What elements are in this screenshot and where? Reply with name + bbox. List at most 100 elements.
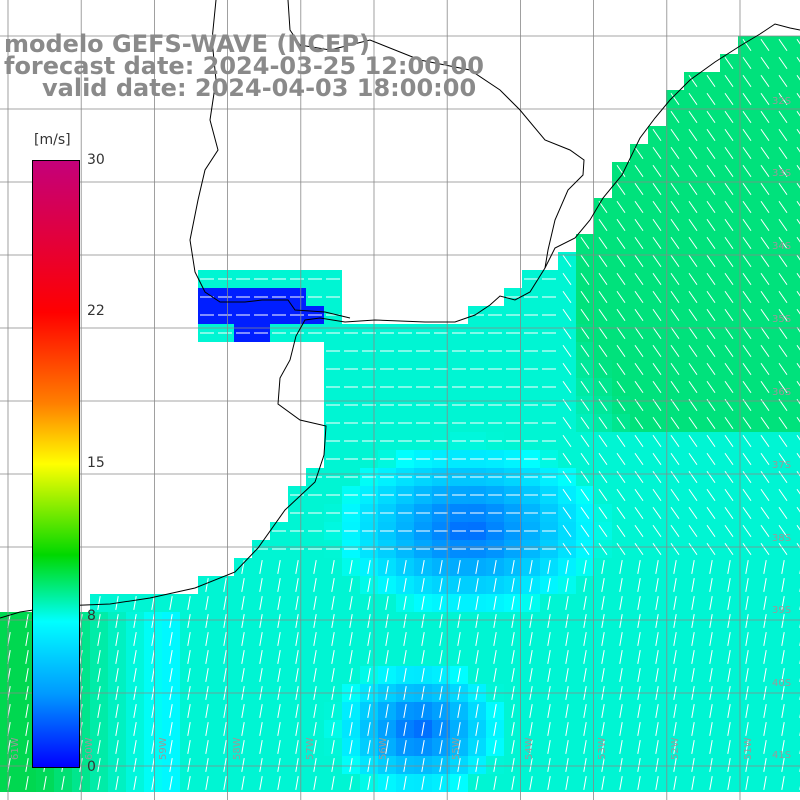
wind-cell <box>792 270 800 288</box>
wind-arrow <box>778 470 788 484</box>
wind-arrow <box>688 182 698 196</box>
wind-arrow <box>724 416 734 430</box>
wind-arrow <box>796 56 800 63</box>
wind-arrow <box>295 650 299 664</box>
wind-arrow <box>367 632 371 646</box>
wind-arrow <box>439 722 443 736</box>
wind-cell <box>792 162 800 180</box>
wind-arrow <box>727 668 731 682</box>
wind-arrow <box>670 200 680 214</box>
wind-arrow <box>331 650 335 664</box>
wind-arrow <box>688 146 698 160</box>
wind-arrow <box>763 776 767 790</box>
wind-arrow <box>457 776 461 790</box>
wind-arrow <box>706 200 716 214</box>
wind-arrow <box>796 218 800 225</box>
wind-arrow <box>670 344 680 358</box>
wind-cell <box>792 666 800 684</box>
wind-arrow <box>583 614 587 628</box>
wind-arrow <box>742 380 752 394</box>
wind-arrow <box>97 614 101 628</box>
wind-arrow <box>403 596 407 610</box>
wind-arrow <box>529 722 533 736</box>
wind-arrow <box>601 758 605 772</box>
wind-arrow <box>169 704 173 718</box>
lon-label: 53W <box>597 737 608 760</box>
wind-arrow <box>493 758 497 772</box>
wind-arrow <box>796 416 800 423</box>
wind-arrow <box>727 560 731 574</box>
wind-arrow <box>727 776 731 790</box>
wind-arrow <box>637 578 641 592</box>
wind-arrow <box>115 632 119 646</box>
wind-arrow <box>277 704 281 718</box>
wind-arrow <box>760 308 770 322</box>
wind-arrow <box>205 704 209 718</box>
wind-arrow <box>706 326 716 340</box>
wind-arrow <box>616 362 626 376</box>
wind-arrow <box>565 596 569 610</box>
wind-arrow <box>778 128 788 142</box>
wind-arrow <box>670 236 680 250</box>
wind-cell <box>792 72 800 90</box>
wind-arrow <box>673 560 677 574</box>
wind-arrow <box>688 470 698 484</box>
wind-arrow <box>706 182 716 196</box>
wind-arrow <box>529 740 533 754</box>
wind-arrow <box>529 560 533 574</box>
wind-arrow <box>421 704 425 718</box>
wind-arrow <box>313 704 317 718</box>
wind-arrow <box>796 164 800 171</box>
wind-arrow <box>133 704 137 718</box>
wind-arrow <box>133 632 137 646</box>
wind-arrow <box>619 578 623 592</box>
wind-arrow <box>313 758 317 772</box>
wind-arrow <box>583 722 587 736</box>
lat-label: 36S <box>772 387 792 398</box>
wind-arrow <box>763 758 767 772</box>
wind-arrow <box>529 776 533 790</box>
wind-arrow <box>706 110 716 124</box>
wind-cell <box>792 558 800 576</box>
wind-arrow <box>133 758 137 772</box>
wind-arrow <box>367 740 371 754</box>
wind-arrow <box>634 524 644 538</box>
colorbar-tick-22: 22 <box>87 303 105 319</box>
wind-arrow <box>583 740 587 754</box>
wind-arrow <box>349 650 353 664</box>
wind-arrow <box>511 740 515 754</box>
wind-arrow <box>781 560 785 574</box>
wind-arrow <box>688 488 698 502</box>
wind-arrow <box>634 380 644 394</box>
wind-arrow <box>727 722 731 736</box>
wind-arrow <box>562 434 572 448</box>
wind-arrow <box>652 164 662 178</box>
wind-arrow <box>670 254 680 268</box>
wind-arrow <box>706 344 716 358</box>
lat-label: 38S <box>772 533 792 544</box>
wind-arrow <box>385 578 389 592</box>
wind-arrow <box>115 758 119 772</box>
wind-arrow <box>745 758 749 772</box>
wind-arrow <box>223 632 227 646</box>
wind-arrow <box>760 74 770 88</box>
wind-arrow <box>745 578 749 592</box>
wind-arrow <box>781 668 785 682</box>
wind-arrow <box>187 740 191 754</box>
wind-arrow <box>742 452 752 466</box>
lon-label: 55W <box>451 737 462 760</box>
wind-arrow <box>706 434 716 448</box>
wind-arrow <box>583 650 587 664</box>
wind-arrow <box>151 650 155 664</box>
wind-arrow <box>652 362 662 376</box>
wind-arrow <box>727 596 731 610</box>
wind-arrow <box>598 380 608 394</box>
wind-arrow <box>547 578 551 592</box>
wind-arrow <box>634 542 644 556</box>
wind-arrow <box>634 344 644 358</box>
wind-arrow <box>223 758 227 772</box>
wind-arrow <box>745 614 749 628</box>
wind-arrow <box>619 722 623 736</box>
wind-arrow <box>742 542 752 556</box>
